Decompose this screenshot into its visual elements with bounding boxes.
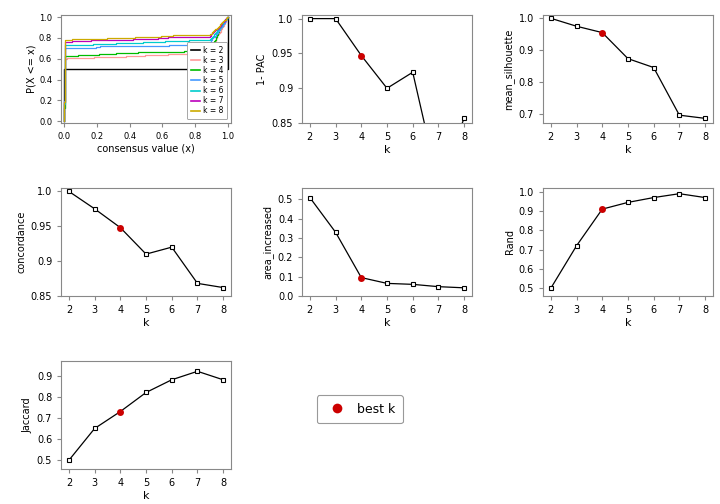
X-axis label: consensus value (x): consensus value (x): [97, 144, 195, 154]
k = 3: [223, 14, 232, 20]
k = 4: [210, 40, 218, 46]
k = 6: [223, 14, 232, 20]
k = 4: [60, 118, 69, 124]
k = 7: [60, 81, 69, 87]
k = 5: [60, 81, 69, 87]
Line: k = 5: k = 5: [65, 17, 228, 121]
k = 7: [60, 64, 69, 70]
k = 4: [100, 51, 109, 57]
Line: k = 8: k = 8: [65, 17, 228, 121]
X-axis label: k: k: [143, 318, 149, 328]
k = 2: [223, 66, 232, 72]
X-axis label: k: k: [384, 145, 390, 155]
k = 7: [60, 100, 69, 106]
Y-axis label: Rand: Rand: [505, 229, 515, 255]
k = 5: [60, 51, 69, 57]
k = 5: [223, 14, 232, 20]
k = 6: [60, 51, 69, 57]
k = 3: [60, 64, 69, 70]
k = 5: [60, 118, 69, 124]
Line: k = 3: k = 3: [65, 17, 228, 121]
k = 6: [223, 14, 232, 20]
k = 3: [60, 81, 69, 87]
k = 4: [60, 64, 69, 70]
k = 5: [200, 40, 209, 46]
k = 4: [60, 79, 69, 85]
k = 5: [60, 100, 69, 106]
k = 7: [60, 51, 69, 57]
k = 3: [194, 51, 202, 57]
Y-axis label: 1- PAC: 1- PAC: [258, 53, 267, 85]
k = 7: [60, 40, 69, 46]
k = 2: [60, 66, 69, 72]
k = 4: [60, 81, 69, 87]
k = 8: [60, 40, 69, 46]
X-axis label: k: k: [625, 318, 631, 328]
k = 3: [60, 118, 69, 124]
k = 5: [60, 64, 69, 70]
k = 5: [223, 14, 232, 20]
X-axis label: k: k: [384, 318, 390, 328]
k = 3: [60, 79, 69, 85]
k = 5: [60, 79, 69, 85]
k = 8: [60, 64, 69, 70]
k = 7: [60, 118, 69, 124]
k = 4: [223, 14, 232, 20]
Y-axis label: Jaccard: Jaccard: [22, 397, 32, 432]
k = 8: [60, 100, 69, 106]
k = 2: [60, 118, 69, 124]
k = 3: [60, 100, 69, 106]
k = 6: [60, 100, 69, 106]
Y-axis label: P(X <= x): P(X <= x): [26, 45, 36, 93]
k = 8: [60, 51, 69, 57]
Legend: k = 2, k = 3, k = 4, k = 5, k = 6, k = 7, k = 8: k = 2, k = 3, k = 4, k = 5, k = 6, k = 7…: [186, 42, 227, 119]
k = 3: [223, 14, 232, 20]
k = 7: [60, 79, 69, 85]
k = 6: [60, 81, 69, 87]
k = 2: [223, 14, 232, 20]
k = 7: [223, 14, 232, 20]
k = 3: [210, 40, 219, 46]
Legend: best k: best k: [317, 395, 402, 423]
k = 6: [112, 40, 120, 46]
k = 8: [60, 79, 69, 85]
k = 6: [60, 64, 69, 70]
Y-axis label: concordance: concordance: [17, 211, 27, 273]
k = 8: [60, 118, 69, 124]
k = 8: [223, 14, 232, 20]
Line: k = 7: k = 7: [65, 17, 228, 121]
Line: k = 2: k = 2: [65, 17, 228, 121]
k = 4: [60, 100, 69, 106]
X-axis label: k: k: [143, 490, 149, 500]
k = 8: [222, 14, 231, 20]
k = 6: [60, 118, 69, 124]
k = 4: [223, 14, 232, 20]
k = 6: [60, 79, 69, 85]
k = 8: [60, 81, 69, 87]
k = 2: [223, 66, 232, 72]
k = 7: [223, 14, 232, 20]
X-axis label: k: k: [625, 145, 631, 155]
Line: k = 4: k = 4: [65, 17, 228, 121]
k = 2: [223, 66, 232, 72]
Y-axis label: area_increased: area_increased: [263, 205, 274, 279]
Line: k = 6: k = 6: [65, 17, 228, 121]
Y-axis label: mean_silhouette: mean_silhouette: [503, 28, 515, 110]
